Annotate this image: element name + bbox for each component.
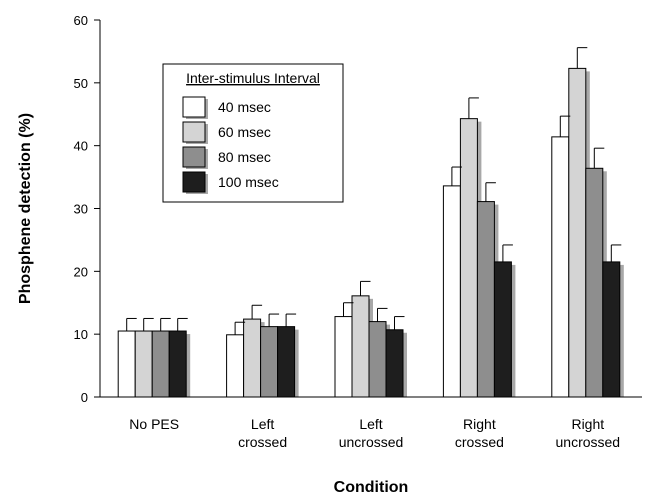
- bars: [117, 67, 621, 398]
- category-label: Right crossed: [455, 416, 504, 450]
- bar: [585, 167, 604, 398]
- bar: [151, 330, 170, 398]
- category-label: Left uncrossed: [339, 416, 404, 450]
- legend-swatch: [182, 121, 206, 143]
- legend-items: 40 msec 60 msec 80 msec 100 msec: [182, 96, 279, 194]
- legend-label: 60 msec: [218, 124, 271, 140]
- y-tick-label: 0: [81, 390, 88, 405]
- bar: [493, 261, 512, 398]
- bar: [568, 67, 587, 398]
- bar: [226, 334, 245, 398]
- bar: [385, 329, 404, 398]
- legend-label: 100 msec: [218, 174, 279, 190]
- bar: [368, 321, 387, 398]
- legend-swatch: [182, 146, 206, 168]
- category-labels: No PES Left crossed Left uncrossed Right cross…: [129, 416, 620, 450]
- bar: [476, 201, 495, 398]
- error-bars: [126, 47, 622, 335]
- bar: [334, 316, 353, 398]
- category-label: Left crossed: [238, 416, 287, 450]
- y-ticks: 0 10 20 30 40 50 60: [74, 13, 100, 405]
- bar: [602, 261, 621, 398]
- bar: [243, 318, 262, 398]
- y-tick-label: 30: [74, 202, 88, 217]
- legend-swatch: [182, 96, 206, 118]
- bar: [551, 136, 570, 398]
- bar: [260, 326, 279, 398]
- y-tick-label: 10: [74, 327, 88, 342]
- bar: [351, 295, 370, 398]
- y-tick-label: 40: [74, 139, 88, 154]
- category-label: Right uncrossed: [556, 416, 621, 450]
- bar: [442, 185, 461, 398]
- bar: [168, 330, 187, 398]
- y-tick-label: 50: [74, 76, 88, 91]
- legend-title: Inter-stimulus Interval: [186, 70, 320, 86]
- bar: [277, 326, 296, 398]
- x-axis-title: Condition: [334, 479, 409, 496]
- legend: Inter-stimulus Interval 40 msec 60 msec 80…: [162, 63, 344, 203]
- y-tick-label: 20: [74, 264, 88, 279]
- legend-label: 40 msec: [218, 99, 271, 115]
- category-label: No PES: [129, 416, 179, 432]
- bar: [134, 330, 153, 398]
- legend-swatch: [182, 171, 206, 193]
- legend-label: 80 msec: [218, 149, 271, 165]
- y-tick-label: 60: [74, 13, 88, 28]
- bar: [459, 118, 478, 398]
- y-axis-title: Phosphene detection (%): [17, 113, 34, 304]
- bar: [117, 330, 136, 398]
